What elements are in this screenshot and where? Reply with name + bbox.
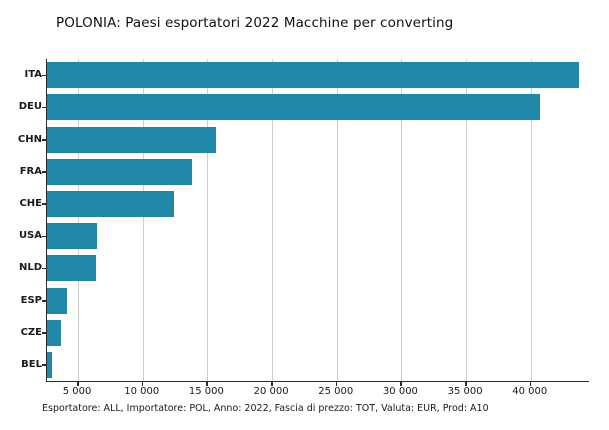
category-label-CHE: CHE (19, 197, 42, 209)
x-axis-tick-label: 40 000 (512, 386, 548, 397)
y-axis-tick-ITA (42, 74, 46, 77)
x-axis-tick-25000 (335, 382, 338, 386)
x-axis-tick-35000 (465, 382, 467, 386)
gridline-x-10000 (142, 59, 144, 381)
chart-footnote: Esportatore: ALL, Importatore: POL, Anno… (42, 403, 489, 414)
bar-ITA (47, 62, 579, 89)
x-axis-tick-label: 5 000 (62, 386, 92, 397)
bar-USA (47, 223, 97, 250)
bar-DEU (47, 94, 540, 121)
gridline-x-15000 (207, 59, 209, 381)
x-axis-tick-label: 25 000 (318, 386, 354, 397)
bar-ESP (47, 287, 68, 314)
gridline-x-40000 (530, 59, 532, 381)
bar-CZE (47, 319, 61, 346)
y-axis-tick-BEL (42, 364, 46, 366)
bar-NLD (47, 255, 96, 282)
category-label-CHN: CHN (17, 133, 42, 145)
bar-CHE (47, 190, 174, 217)
chart-title: POLONIA: Paesi esportatori 2022 Macchine… (56, 15, 454, 31)
gridline-x-30000 (401, 59, 403, 381)
y-axis-tick-CHN (42, 139, 46, 141)
category-label-USA: USA (18, 230, 42, 242)
y-axis-tick-ESP (42, 300, 46, 302)
plot-area (46, 59, 589, 382)
bar-CHN (47, 126, 217, 153)
x-axis-tick-label: 20 000 (253, 386, 289, 397)
y-axis-tick-CZE (42, 332, 46, 334)
x-axis-tick-30000 (400, 382, 402, 386)
category-label-ITA: ITA (24, 69, 42, 81)
x-axis-tick-label: 35 000 (447, 386, 483, 397)
y-axis-tick-NLD (42, 267, 46, 270)
x-axis-tick-label: 30 000 (382, 386, 418, 397)
category-label-DEU: DEU (18, 101, 42, 113)
bar-BEL (47, 351, 53, 378)
gridline-x-20000 (272, 59, 274, 381)
category-label-FRA: FRA (19, 165, 42, 177)
y-axis-tick-DEU (42, 106, 46, 109)
category-label-CZE: CZE (20, 326, 42, 338)
x-axis-tick-20000 (271, 382, 273, 386)
y-axis-tick-FRA (42, 171, 46, 173)
category-label-ESP: ESP (20, 294, 42, 306)
x-axis-tick-15000 (206, 382, 208, 386)
y-axis-tick-USA (42, 235, 46, 238)
gridline-x-25000 (336, 59, 338, 381)
category-label-NLD: NLD (18, 262, 42, 274)
x-axis-tick-40000 (529, 382, 532, 386)
bar-FRA (47, 158, 192, 185)
gridline-x-35000 (466, 59, 468, 381)
x-axis-tick-label: 10 000 (124, 386, 160, 397)
y-axis-tick-CHE (42, 203, 46, 205)
x-axis-tick-label: 15 000 (188, 386, 224, 397)
gridline-x-5000 (78, 59, 80, 381)
x-axis-tick-5000 (77, 382, 79, 386)
category-label-BEL: BEL (21, 358, 42, 370)
x-axis-tick-10000 (141, 382, 144, 386)
